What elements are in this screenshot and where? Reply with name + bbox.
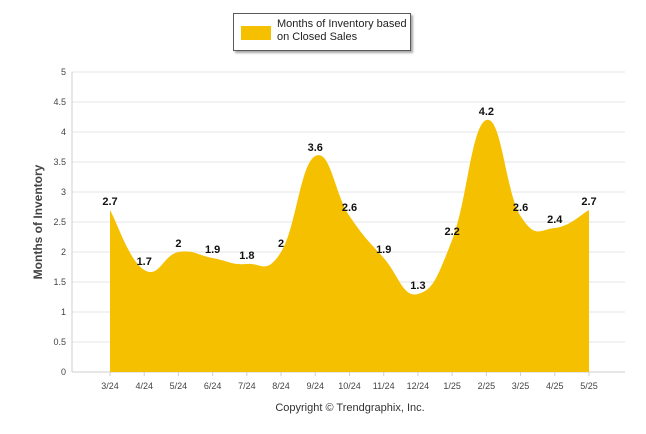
y-tick-label: 2	[61, 247, 66, 257]
data-label: 2	[175, 238, 181, 250]
area-fill	[110, 119, 589, 373]
y-tick-label: 4	[61, 127, 66, 137]
y-tick-label: 1.5	[53, 277, 66, 287]
x-tick-label: 3/25	[512, 381, 530, 391]
x-axis-ticks: 3/24 4/24 5/24 6/24 7/24 8/24 9/24 10/24 11/24 12…	[101, 372, 598, 391]
y-tick-label: 0.5	[53, 337, 66, 347]
x-tick-label: 2/25	[478, 381, 496, 391]
data-label: 1.7	[137, 256, 152, 268]
y-tick-label: 0	[61, 367, 66, 377]
data-labels: 2.7 1.7 2 1.9 1.8 2 3.6 2.6 1.9 1.3 2.2 4.2 2.6 2.4 2.…	[102, 106, 596, 292]
legend-swatch	[241, 26, 271, 40]
data-label: 2.7	[102, 196, 117, 208]
data-label: 2.7	[581, 196, 596, 208]
x-tick-label: 3/24	[101, 381, 119, 391]
x-tick-label: 4/25	[546, 381, 564, 391]
data-label: 2.4	[547, 214, 563, 226]
x-tick-label: 1/25	[443, 381, 461, 391]
data-label: 1.8	[239, 250, 254, 262]
data-label: 3.6	[308, 142, 323, 154]
y-tick-label: 1	[61, 307, 66, 317]
x-tick-label: 12/24	[407, 381, 430, 391]
y-tick-label: 3	[61, 187, 66, 197]
x-tick-label: 7/24	[238, 381, 256, 391]
data-label: 1.9	[205, 244, 220, 256]
y-axis-ticks: 0 0.5 1 1.5 2 2.5 3 3.5 4 4.5 5	[53, 67, 66, 377]
x-tick-label: 5/25	[580, 381, 598, 391]
data-label: 1.9	[376, 244, 391, 256]
x-tick-label: 5/24	[170, 381, 188, 391]
x-tick-label: 9/24	[307, 381, 325, 391]
data-label: 4.2	[479, 106, 494, 118]
y-tick-label: 5	[61, 67, 66, 77]
legend: Months of Inventory based on Closed Sale…	[233, 13, 411, 51]
copyright-text: Copyright © Trendgraphix, Inc.	[275, 402, 425, 414]
x-tick-label: 4/24	[135, 381, 153, 391]
data-label: 2.6	[513, 202, 528, 214]
x-tick-label: 11/24	[373, 381, 395, 391]
data-label: 2.6	[342, 202, 357, 214]
y-axis-title: Months of Inventory	[31, 164, 45, 279]
x-tick-label: 8/24	[272, 381, 290, 391]
area-series	[110, 119, 589, 373]
y-tick-label: 3.5	[53, 157, 66, 167]
x-tick-label: 10/24	[338, 381, 361, 391]
data-label: 2	[278, 238, 284, 250]
data-label: 2.2	[444, 226, 459, 238]
x-tick-label: 6/24	[204, 381, 222, 391]
legend-label: Months of Inventory based on Closed Sale…	[277, 18, 407, 43]
y-tick-label: 2.5	[53, 217, 66, 227]
y-tick-label: 4.5	[53, 97, 66, 107]
data-label: 1.3	[410, 280, 425, 292]
